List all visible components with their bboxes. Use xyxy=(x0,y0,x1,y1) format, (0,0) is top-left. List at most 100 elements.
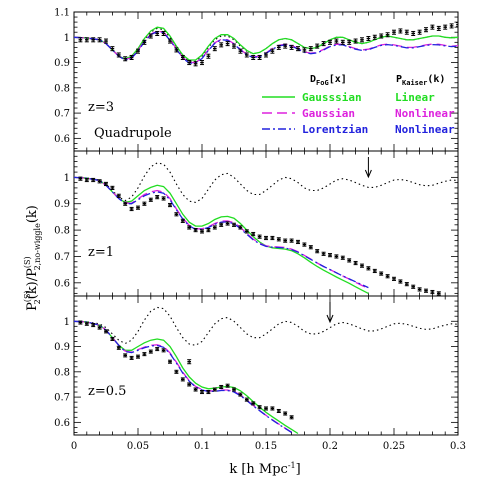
arrow-marker xyxy=(326,302,334,324)
series-line-gausssian-linear xyxy=(74,176,369,294)
data-point xyxy=(411,284,416,289)
plot-area xyxy=(74,22,458,67)
data-point xyxy=(187,359,192,365)
data-point xyxy=(232,43,236,49)
data-point xyxy=(366,266,371,271)
y-tick-label: 0.7 xyxy=(54,109,70,120)
data-point xyxy=(161,30,166,37)
data-point xyxy=(206,53,211,59)
data-point xyxy=(148,197,153,202)
data-point xyxy=(187,382,192,387)
data-point xyxy=(244,229,249,234)
data-point xyxy=(168,38,172,44)
series-line-no-wiggle-ref xyxy=(74,162,458,203)
svg-text:P(S)2(k)/P(S)2,no-wiggle(k): P(S)2(k)/P(S)2,no-wiggle(k) xyxy=(23,205,42,311)
y-tick-label: 0.7 xyxy=(54,393,70,404)
data-point xyxy=(392,29,396,35)
series-line-gausssian-linear xyxy=(74,320,299,435)
data-point xyxy=(392,276,396,281)
data-point xyxy=(238,225,243,230)
data-point xyxy=(353,38,358,44)
data-point xyxy=(104,329,108,334)
data-point xyxy=(443,24,448,30)
data-point xyxy=(168,202,172,208)
data-point xyxy=(244,397,249,402)
data-point xyxy=(251,231,256,237)
data-point xyxy=(136,354,140,359)
data-point xyxy=(193,387,198,392)
plot-area xyxy=(74,162,458,296)
data-point xyxy=(97,325,102,330)
x-tick-label: 0 xyxy=(71,441,77,452)
panel-label: z=1 xyxy=(88,245,114,260)
x-tick-label: 0.25 xyxy=(383,441,405,452)
data-point xyxy=(200,390,204,395)
data-point xyxy=(148,349,153,354)
data-point xyxy=(436,291,441,296)
data-point xyxy=(104,38,108,44)
y-tick-label: 1 xyxy=(64,317,70,328)
legend-entry: Lorentzian Nonlinear xyxy=(262,123,455,136)
x-tick-label: 0.1 xyxy=(194,441,210,452)
y-tick-label: 1 xyxy=(64,173,70,184)
data-point xyxy=(84,321,89,326)
data-point xyxy=(436,25,441,31)
y-tick-label: 0.7 xyxy=(54,252,70,263)
data-point xyxy=(411,30,416,37)
panel-label: z=0.5 xyxy=(88,384,126,399)
data-point xyxy=(97,37,102,43)
y-tick-label: 1.1 xyxy=(54,8,70,19)
plot-area xyxy=(74,306,458,435)
y-tick-label: 0.6 xyxy=(54,134,70,145)
data-point xyxy=(193,61,198,67)
data-point xyxy=(116,345,121,350)
legend-header-dfog: DFoG[x] xyxy=(310,74,347,87)
data-point xyxy=(276,237,281,242)
series-line-lorentzian-nonlinear xyxy=(74,176,369,289)
data-point xyxy=(212,46,217,52)
data-point xyxy=(180,54,185,61)
data-point xyxy=(129,355,134,360)
data-point xyxy=(123,353,128,358)
data-point xyxy=(257,234,262,239)
y-axis-title-p: P xyxy=(25,302,40,311)
data-point xyxy=(225,41,230,47)
y-tick-label: 0.6 xyxy=(54,418,70,429)
data-point xyxy=(270,235,275,241)
data-point xyxy=(289,44,294,50)
data-point xyxy=(78,37,83,43)
data-point xyxy=(78,320,83,325)
data-point xyxy=(424,27,428,33)
data-point xyxy=(123,201,128,206)
legend: DFoG[x] PKaiser(k) Gausssian Linear Gaussian… xyxy=(262,74,455,136)
y-axis-title: P(S)2(k)/P(S)2,no-wiggle(k) xyxy=(23,205,42,311)
data-point xyxy=(148,33,153,39)
y-tick-label: 0.9 xyxy=(54,58,70,69)
data-point xyxy=(232,387,236,392)
data-point xyxy=(315,249,320,254)
series-line-lorentzian-nonlinear xyxy=(74,320,292,434)
x-tick-label: 0.05 xyxy=(127,441,149,452)
data-point xyxy=(142,39,147,45)
data-point xyxy=(283,43,288,49)
svg-text:k [h Mpc-1]: k [h Mpc-1] xyxy=(229,461,300,477)
legend-header-pkaiser: PKaiser(k) xyxy=(396,74,445,87)
data-point xyxy=(225,221,230,226)
data-point xyxy=(360,37,364,43)
data-point xyxy=(116,52,121,58)
legend-entry-dfog: Gaussian xyxy=(302,107,355,120)
series-line-gausssian-linear xyxy=(74,26,458,61)
legend-entry-pkaiser: Linear xyxy=(395,91,435,104)
data-point xyxy=(366,36,371,42)
data-point xyxy=(251,54,256,61)
data-point xyxy=(136,205,140,210)
y-axis-title-end: (k) xyxy=(25,205,40,223)
data-point xyxy=(116,193,121,198)
data-point xyxy=(219,384,224,389)
y-tick-label: 0.8 xyxy=(54,83,70,94)
legend-entry-dfog: Lorentzian xyxy=(302,123,368,136)
y-axis-title-sub2: 2,no-wiggle xyxy=(33,223,42,271)
panel-z=1: 0.6 0.7 0.8 0.9 1 z=1 xyxy=(54,150,459,297)
y-axis-title-sup: (S) xyxy=(23,290,32,302)
data-point xyxy=(187,225,192,230)
